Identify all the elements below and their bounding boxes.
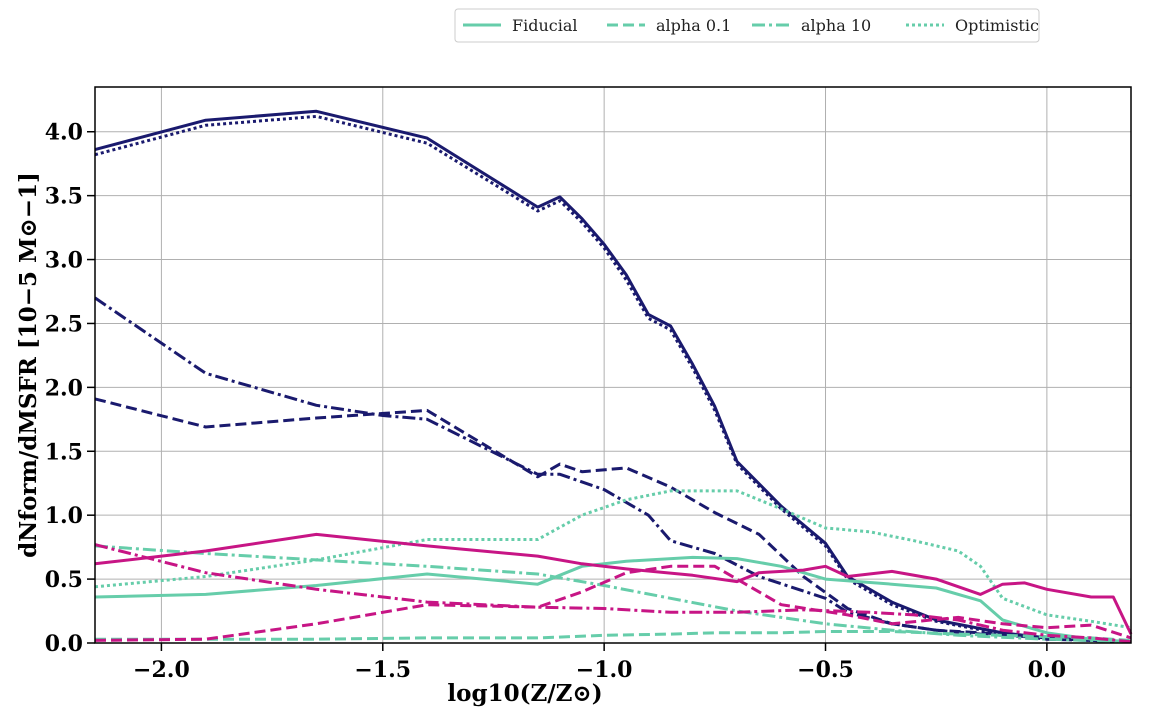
series-line [94, 397, 1132, 644]
y-tick-label: 4.0 [45, 120, 83, 146]
y-tick-label: 2.5 [45, 311, 83, 337]
legend-label: Optimistic [955, 16, 1039, 35]
y-tick-label: 0.0 [45, 631, 83, 657]
series-line [94, 564, 1132, 642]
series-line [94, 555, 1132, 644]
plot-series [94, 109, 1133, 644]
series-line [94, 489, 1132, 630]
x-tick-label: 0.0 [1028, 657, 1066, 683]
legend: Fiducial alpha 0.1 alpha 10 Optimistic [454, 8, 1040, 43]
series-line [94, 296, 1132, 644]
plot-frame [94, 86, 1132, 644]
legend-label: alpha 10 [801, 16, 871, 35]
x-axis-label: log10(Z/Z⊙) [447, 680, 602, 707]
y-axis-label: dNform/dMSFR [10−5 M⊙−1] [15, 172, 42, 558]
y-tick-label: 1.5 [45, 439, 83, 465]
y-tick-label: 3.5 [45, 184, 83, 210]
x-tick-label: −1.5 [354, 657, 411, 683]
y-tick-label: 0.5 [45, 567, 83, 593]
series-line [94, 109, 1132, 644]
axis-ticks: −2.0 −1.5 −1.0 −0.5 0.0 0.0 0.5 1.0 1.5 2.0 2.5 3.0… [45, 120, 1066, 683]
legend-label: Fiducial [512, 16, 578, 35]
series-line [94, 543, 1132, 644]
legend-label: alpha 0.1 [656, 16, 731, 35]
legend-box [454, 8, 1040, 43]
y-tick-label: 1.0 [45, 503, 83, 529]
x-tick-label: −2.0 [133, 657, 190, 683]
grid-lines [95, 87, 1131, 644]
y-tick-label: 3.0 [45, 248, 83, 274]
series-line [95, 630, 1132, 642]
y-tick-label: 2.0 [45, 375, 83, 401]
x-tick-label: −0.5 [797, 657, 854, 683]
series-line [94, 532, 1133, 635]
series-line [94, 114, 1132, 644]
x-tick-label: −1.0 [576, 657, 633, 683]
